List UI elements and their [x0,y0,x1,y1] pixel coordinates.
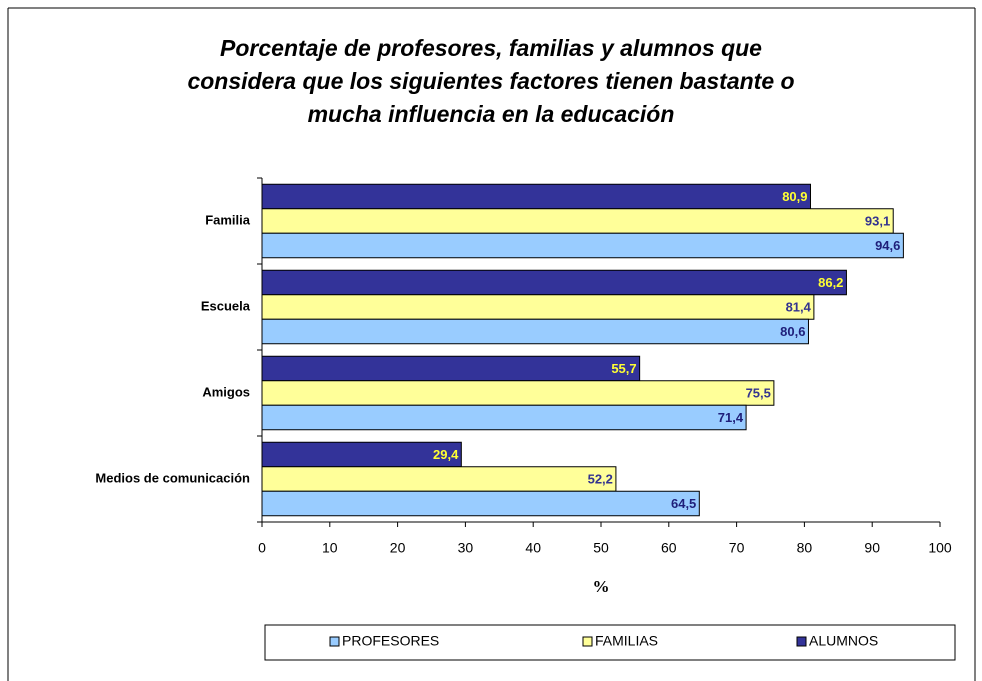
x-tick-label: 40 [525,540,541,556]
x-tick-label: 30 [458,540,474,556]
legend-swatch [582,636,593,647]
bar [261,490,700,517]
value-label: 80,9 [782,189,807,204]
bar [261,466,617,492]
x-tick-label: 100 [928,540,952,556]
chart-title: Porcentaje de profesores, familias y alu… [220,35,762,61]
x-tick-label: 60 [661,540,677,556]
legend-label: ALUMNOS [809,633,878,649]
value-label: 29,4 [433,447,459,462]
bar [261,183,812,210]
bar [261,441,462,468]
bar [261,355,641,382]
x-tick-label: 20 [390,540,406,556]
value-label: 71,4 [718,410,744,425]
value-label: 86,2 [818,275,843,290]
value-label: 81,4 [786,299,812,314]
bar [261,294,815,320]
legend-swatch [796,636,807,647]
value-label: 75,5 [746,385,771,400]
legend-label: FAMILIAS [595,633,658,649]
legend [264,624,956,661]
x-tick-label: 50 [593,540,609,556]
x-tick-label: 10 [322,540,338,556]
bar [261,208,894,234]
bar [261,269,847,296]
legend-swatch [329,636,340,647]
value-label: 80,6 [780,324,805,339]
bar [261,404,747,431]
bar [261,318,809,345]
y-tick-label: Medios de comunicación [95,470,250,485]
x-tick-label: 90 [864,540,880,556]
y-tick-label: Escuela [201,298,251,313]
x-tick-label: 70 [729,540,745,556]
x-tick-label: 0 [258,540,266,556]
value-label: 94,6 [875,238,900,253]
chart-title: mucha influencia en la educación [308,101,675,127]
bar [261,380,775,406]
bar [261,232,904,259]
value-label: 64,5 [671,496,696,511]
y-tick-label: Amigos [202,384,250,399]
chart-title: considera que los siguientes factores ti… [187,68,794,94]
y-tick-label: Familia [205,212,251,227]
value-label: 55,7 [611,361,636,376]
value-label: 52,2 [588,471,613,486]
x-axis-label: % [593,577,610,596]
legend-label: PROFESORES [342,633,439,649]
x-tick-label: 80 [797,540,813,556]
value-label: 93,1 [865,213,890,228]
